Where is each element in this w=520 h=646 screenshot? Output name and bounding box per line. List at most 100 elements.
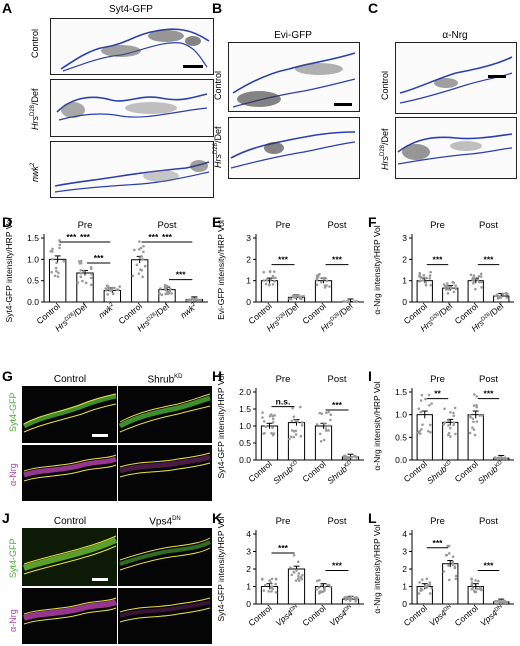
y-tick-label: 0.0 <box>27 297 39 307</box>
data-point <box>270 577 274 581</box>
data-point <box>261 411 264 414</box>
y-tick-label: 1 <box>246 582 251 592</box>
data-point <box>345 456 348 460</box>
data-point <box>115 288 118 291</box>
panel-g-row-syt4: Syt4-GFP <box>8 392 18 432</box>
data-point <box>159 287 162 290</box>
panel-label-a: A <box>2 0 13 16</box>
data-point <box>319 439 323 443</box>
significance-label: *** <box>484 255 495 265</box>
y-tick-label: 0.0 <box>395 455 407 465</box>
x-tick-label-sup: 2 <box>190 302 196 309</box>
micrograph-g-nrg-control <box>22 445 117 501</box>
chart-e: Evi-GFP intensity/HRP Vol 0123ControlHrsD… <box>216 220 364 334</box>
data-point <box>496 457 499 461</box>
y-tick-label: 1 <box>246 276 251 286</box>
data-point <box>271 417 275 421</box>
data-point <box>470 578 473 581</box>
data-point <box>272 432 276 435</box>
data-point <box>268 579 271 582</box>
data-point <box>262 432 265 435</box>
data-point <box>118 285 121 288</box>
data-point <box>497 599 501 603</box>
data-point <box>327 410 330 414</box>
data-point <box>428 592 432 595</box>
data-point <box>428 403 431 407</box>
x-tick-label-sup: KD <box>443 460 453 470</box>
data-point <box>199 298 203 302</box>
data-point <box>472 428 476 431</box>
data-point <box>354 599 357 603</box>
data-point <box>418 280 421 283</box>
micrograph-j-syt4-control <box>22 528 117 586</box>
data-point <box>290 573 294 577</box>
data-point <box>268 270 272 273</box>
data-point <box>468 431 472 435</box>
data-point <box>447 419 450 422</box>
scale-bar <box>334 103 352 106</box>
data-point <box>472 420 475 424</box>
data-point <box>109 289 112 292</box>
data-point <box>428 274 432 277</box>
data-point <box>329 418 332 422</box>
scale-bar <box>488 75 506 78</box>
group-label: Post <box>157 220 176 231</box>
data-point <box>273 279 276 283</box>
panel-a-row-hrs: HrsD28/Def <box>30 88 40 130</box>
data-point <box>300 423 304 427</box>
y-axis-label: Syt4-GFP intensity/HRP Vol <box>216 516 226 621</box>
data-point <box>344 598 348 601</box>
label-text: Def <box>380 128 390 143</box>
data-point <box>424 276 428 280</box>
y-tick-label: 1.0 <box>27 254 39 264</box>
data-point <box>82 270 85 273</box>
group-label: Pre <box>430 220 445 231</box>
data-point <box>319 280 323 284</box>
data-point <box>443 421 446 424</box>
micrograph-g-syt4-control <box>22 386 117 443</box>
y-axis-label: Syt4-GFP intensity/HRP Vol <box>216 373 226 478</box>
x-tick-label: ShrubKD <box>425 459 455 486</box>
data-point <box>81 279 84 283</box>
data-point <box>328 285 331 288</box>
data-point <box>319 590 323 593</box>
data-point <box>418 581 421 584</box>
data-point <box>51 250 54 253</box>
data-point <box>447 424 450 427</box>
data-point <box>53 274 57 278</box>
data-point <box>292 294 295 298</box>
data-point <box>421 423 424 426</box>
data-point <box>352 454 356 458</box>
data-point <box>347 455 350 459</box>
data-point <box>343 596 346 599</box>
data-point <box>443 407 446 411</box>
group-label: Post <box>479 374 498 385</box>
data-point <box>51 257 54 261</box>
group-label: Pre <box>78 220 93 231</box>
significance-label: *** <box>278 543 289 553</box>
data-point <box>448 426 452 430</box>
data-point <box>58 239 61 242</box>
data-point <box>320 412 324 415</box>
chart-d: Syt4-GFP intensity/HRP Vol 0.00.51.01.5Co… <box>4 217 208 334</box>
group-label: Pre <box>276 374 291 385</box>
x-tick-label-sup: DN <box>289 604 299 614</box>
bar <box>467 280 484 303</box>
data-point <box>317 586 321 589</box>
x-tick-label: ShrubKD <box>271 459 301 486</box>
panel-label-c: C <box>368 0 379 16</box>
data-point <box>79 272 83 275</box>
data-point <box>300 577 304 581</box>
data-point <box>503 456 507 459</box>
data-point <box>454 577 458 581</box>
data-point <box>446 285 450 289</box>
data-point <box>475 405 479 409</box>
data-point <box>496 297 500 300</box>
data-point <box>452 414 456 418</box>
data-point <box>444 553 448 557</box>
data-point <box>160 293 164 297</box>
x-tick-label-text: Control <box>453 459 481 484</box>
data-point <box>477 275 481 278</box>
data-point <box>320 583 324 587</box>
panel-label-i: I <box>368 368 372 384</box>
